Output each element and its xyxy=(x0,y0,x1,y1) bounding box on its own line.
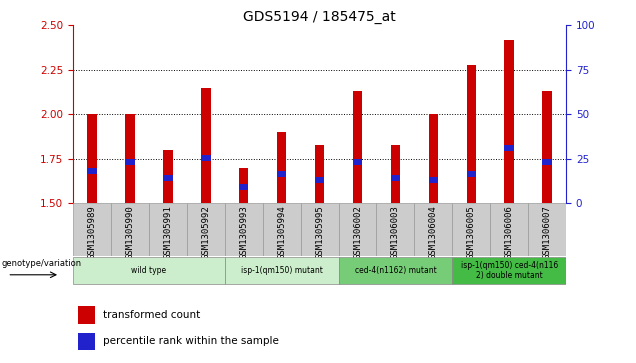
Text: ced-4(n1162) mutant: ced-4(n1162) mutant xyxy=(354,266,436,275)
Text: GSM1306007: GSM1306007 xyxy=(543,205,551,258)
Bar xyxy=(467,65,476,203)
Bar xyxy=(543,91,552,203)
Bar xyxy=(315,176,324,183)
Text: GSM1305993: GSM1305993 xyxy=(239,205,248,258)
Bar xyxy=(353,159,363,165)
Text: isp-1(qm150) mutant: isp-1(qm150) mutant xyxy=(241,266,322,275)
Text: GSM1306004: GSM1306004 xyxy=(429,205,438,258)
FancyBboxPatch shape xyxy=(490,203,528,256)
Text: isp-1(qm150) ced-4(n116
2) double mutant: isp-1(qm150) ced-4(n116 2) double mutant xyxy=(460,261,558,280)
FancyBboxPatch shape xyxy=(225,257,338,284)
Bar xyxy=(353,91,363,203)
Text: transformed count: transformed count xyxy=(103,310,200,320)
FancyBboxPatch shape xyxy=(187,203,225,256)
Text: percentile rank within the sample: percentile rank within the sample xyxy=(103,337,279,346)
Bar xyxy=(391,144,400,203)
Bar xyxy=(163,150,172,203)
Text: GSM1306002: GSM1306002 xyxy=(353,205,362,258)
FancyBboxPatch shape xyxy=(338,203,377,256)
FancyBboxPatch shape xyxy=(338,257,452,284)
Bar xyxy=(125,114,135,203)
Bar xyxy=(543,159,552,165)
Text: GSM1305990: GSM1305990 xyxy=(125,205,134,258)
Bar xyxy=(467,171,476,178)
Bar xyxy=(277,132,286,203)
FancyBboxPatch shape xyxy=(452,257,566,284)
Bar xyxy=(429,176,438,183)
Bar xyxy=(429,114,438,203)
FancyBboxPatch shape xyxy=(73,203,111,256)
Bar xyxy=(239,184,249,190)
FancyBboxPatch shape xyxy=(528,203,566,256)
Title: GDS5194 / 185475_at: GDS5194 / 185475_at xyxy=(243,11,396,24)
Bar xyxy=(201,155,211,162)
Bar xyxy=(201,88,211,203)
Text: GSM1305992: GSM1305992 xyxy=(202,205,211,258)
FancyBboxPatch shape xyxy=(225,203,263,256)
FancyBboxPatch shape xyxy=(149,203,187,256)
Text: GSM1306003: GSM1306003 xyxy=(391,205,400,258)
Bar xyxy=(315,144,324,203)
Text: genotype/variation: genotype/variation xyxy=(1,259,81,268)
Bar xyxy=(78,306,95,323)
FancyBboxPatch shape xyxy=(452,203,490,256)
Bar xyxy=(87,114,97,203)
FancyBboxPatch shape xyxy=(263,203,301,256)
Text: GSM1306006: GSM1306006 xyxy=(505,205,514,258)
Bar xyxy=(163,175,172,181)
Text: wild type: wild type xyxy=(132,266,167,275)
Text: GSM1305994: GSM1305994 xyxy=(277,205,286,258)
Text: GSM1306005: GSM1306005 xyxy=(467,205,476,258)
Text: GSM1305991: GSM1305991 xyxy=(163,205,172,258)
FancyBboxPatch shape xyxy=(111,203,149,256)
Bar xyxy=(239,168,249,203)
Bar xyxy=(277,171,286,178)
Bar xyxy=(78,333,95,350)
Bar xyxy=(391,175,400,181)
FancyBboxPatch shape xyxy=(73,257,225,284)
Text: GSM1305995: GSM1305995 xyxy=(315,205,324,258)
Bar xyxy=(87,168,97,174)
Bar xyxy=(504,40,514,203)
Bar xyxy=(504,144,514,151)
FancyBboxPatch shape xyxy=(415,203,452,256)
FancyBboxPatch shape xyxy=(377,203,415,256)
Bar xyxy=(125,159,135,165)
FancyBboxPatch shape xyxy=(301,203,338,256)
Text: GSM1305989: GSM1305989 xyxy=(88,205,97,258)
